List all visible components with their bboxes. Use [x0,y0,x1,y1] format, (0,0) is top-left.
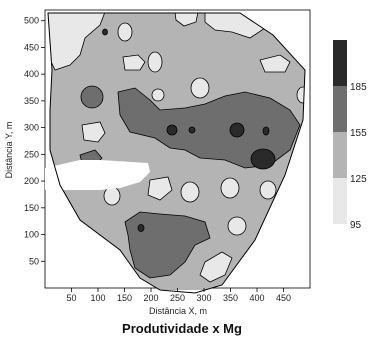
x-tick-label: 450 [276,293,291,303]
legend-swatch [333,40,347,86]
contour-region-light [199,251,233,283]
contour-region-darkest [188,126,196,134]
contour-region-light [103,186,121,206]
y-tick-label: 250 [24,149,39,159]
contour-region-light [117,22,133,42]
y-tick-label: 300 [24,123,39,133]
y-tick-label: 150 [24,203,39,213]
contour-region-light [227,216,247,236]
legend-colorbar: 95 125 155 185 [333,40,367,231]
contour-region-light [220,177,240,199]
y-tick-label: 200 [24,176,39,186]
contour-region-darkest [166,124,178,136]
field-notch [45,160,150,190]
chart-title: Produtividade x Mg [122,321,242,336]
y-tick-label: 350 [24,96,39,106]
x-tick-label: 400 [249,293,264,303]
legend-swatch [333,86,347,132]
contour-region-darkest [229,122,245,138]
x-tick-label: 300 [196,293,211,303]
contour-region-darkest [262,126,270,136]
x-tick-label: 150 [117,293,132,303]
legend-label: 125 [350,174,367,185]
y-tick-label: 450 [24,42,39,52]
contour-region-light [151,88,165,102]
x-tick-label: 100 [90,293,105,303]
legend-swatch [333,132,347,178]
contour-region-light [190,77,210,99]
contour-region-dark [117,87,301,169]
legend-label: 155 [350,128,367,139]
contour-region-light [81,121,106,143]
x-axis-label: Distância X, m [149,306,207,316]
contour-region-light [174,13,199,27]
y-tick-label: 500 [24,16,39,26]
contour-region-darkest [137,224,145,232]
contour-region-light [296,86,305,104]
y-tick-label: 100 [24,230,39,240]
x-axis: 50 100 150 200 250 300 350 400 450 [66,288,291,303]
contour-region-dark [80,85,104,109]
x-tick-label: 250 [170,293,185,303]
y-axis: 50 100 150 200 250 300 350 400 450 500 [24,16,45,266]
legend-label: 95 [350,220,362,231]
contour-region-dark [124,211,211,279]
contour-region-light [122,54,146,71]
y-tick-label: 50 [29,256,39,266]
contour-region-light [259,180,277,200]
contour-region-light [147,176,173,201]
legend-swatch [333,178,347,224]
y-axis-label: Distância Y, m [4,122,14,179]
legend-label: 185 [350,82,367,93]
contour-region-light [180,181,200,203]
contour-region-darkest [250,148,276,170]
y-tick-label: 400 [24,69,39,79]
x-tick-label: 200 [143,293,158,303]
x-tick-label: 50 [66,293,76,303]
contour-region-light [259,54,291,73]
contour-region-light [147,51,163,73]
contour-region-darkest [102,28,108,36]
x-tick-label: 350 [223,293,238,303]
